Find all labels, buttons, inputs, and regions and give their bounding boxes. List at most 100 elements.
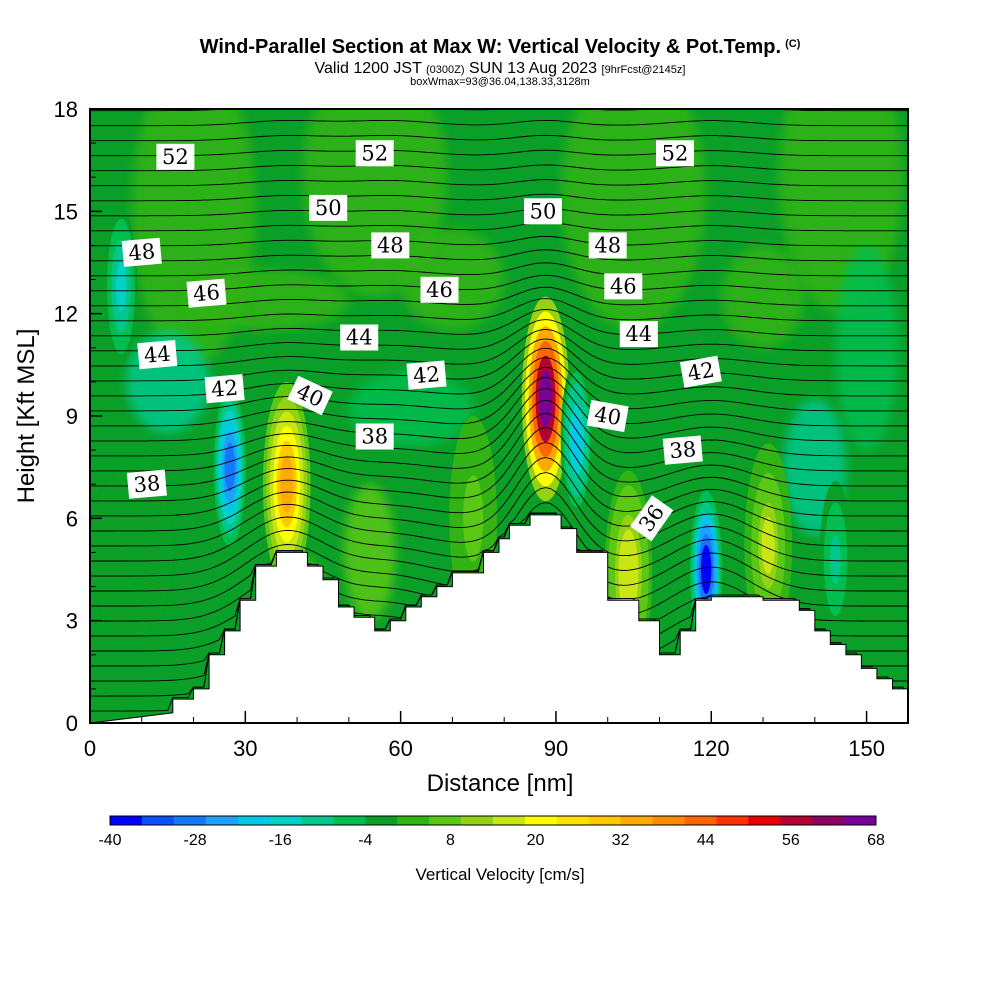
isentrope-label: 44 bbox=[619, 321, 658, 348]
colorbar-swatch bbox=[620, 816, 654, 825]
colorbar-tick-label: 44 bbox=[697, 832, 715, 849]
isentrope-line bbox=[90, 235, 908, 247]
colorbar-tick-label: -28 bbox=[184, 832, 207, 849]
isentrope-line bbox=[90, 308, 908, 337]
isentrope-label: 48 bbox=[371, 232, 410, 259]
isentrope-label-text: 42 bbox=[210, 376, 239, 402]
isentrope-label: 46 bbox=[604, 273, 643, 300]
isentrope-label-text: 52 bbox=[162, 145, 189, 169]
terrain-mask bbox=[89, 514, 909, 724]
isentrope-line bbox=[90, 119, 908, 127]
isentrope-label-box bbox=[355, 140, 394, 167]
isentrope-label-text: 38 bbox=[668, 437, 697, 463]
isentrope-line bbox=[90, 357, 908, 412]
valid-prefix: Valid 1200 JST bbox=[314, 60, 422, 77]
colorbar-swatch bbox=[237, 816, 271, 825]
updraft-core bbox=[466, 489, 480, 547]
y-axis-label: Height [Kft MSL] bbox=[13, 329, 40, 504]
isentrope-line bbox=[90, 457, 908, 532]
field-patch bbox=[835, 245, 898, 451]
isentrope-line bbox=[90, 208, 908, 217]
colorbar-swatch bbox=[652, 816, 685, 825]
isentrope-label-box bbox=[355, 423, 394, 450]
isentrope-label: 48 bbox=[121, 237, 162, 267]
isentrope-label-text: 44 bbox=[625, 322, 652, 346]
isentrope-label-box bbox=[371, 232, 410, 259]
colorbar-frame bbox=[109, 815, 877, 826]
colorbar-swatch bbox=[748, 816, 781, 825]
isentrope-label: 52 bbox=[355, 140, 394, 167]
isentrope-lines bbox=[90, 109, 908, 712]
chart-title: Wind-Parallel Section at Max W: Vertical… bbox=[0, 36, 1000, 59]
isentrope-label: 52 bbox=[656, 140, 694, 167]
colorbar-swatch bbox=[205, 816, 239, 825]
colorbar: -40 -28 -16 -4 8 20 32 44 56 68 bbox=[98, 815, 885, 849]
isentrope-label: 50 bbox=[524, 198, 562, 225]
axes: 0 30 60 90 120 150 0 3 6 9 12 15 18 bbox=[54, 97, 885, 761]
colorbar-tick-label: -4 bbox=[358, 832, 372, 849]
isentrope-label-box bbox=[121, 237, 162, 267]
field-patch bbox=[90, 467, 173, 638]
isentrope-label: 44 bbox=[137, 339, 178, 370]
colorbar-tick-label: 68 bbox=[867, 832, 885, 849]
colorbar-swatch bbox=[333, 816, 366, 825]
isentrope-label-box bbox=[406, 360, 447, 390]
chart-title-text: Wind-Parallel Section at Max W: Vertical… bbox=[199, 36, 782, 58]
colorbar-tick-label: 32 bbox=[612, 832, 630, 849]
isentrope-label-box bbox=[604, 273, 643, 300]
colorbar-swatch bbox=[780, 816, 813, 825]
x-tick-label: 30 bbox=[233, 736, 257, 761]
isentrope-label-text: 40 bbox=[592, 402, 622, 430]
isentrope-label-box bbox=[656, 140, 694, 167]
isentrope-label-box bbox=[309, 194, 348, 221]
x-axis-label: Distance [nm] bbox=[427, 770, 574, 797]
downdraft-core bbox=[224, 442, 236, 492]
isentrope-label-text: 38 bbox=[361, 425, 388, 449]
isentrope-label-text: 46 bbox=[426, 278, 453, 302]
updraft-core bbox=[539, 370, 553, 428]
isentrope-label-text: 42 bbox=[686, 358, 716, 386]
isentrope-label-box bbox=[662, 435, 703, 465]
downdraft-core bbox=[700, 545, 712, 594]
x-tick-label: 150 bbox=[848, 736, 885, 761]
isentrope-line bbox=[90, 487, 908, 562]
isentrope-label-box bbox=[420, 276, 459, 303]
y-tick-label: 3 bbox=[66, 609, 78, 634]
colorbar-tick-label: -40 bbox=[98, 832, 121, 849]
isentrope-line bbox=[90, 376, 908, 442]
isentrope-label: 52 bbox=[156, 143, 195, 170]
x-tick-label: 90 bbox=[544, 736, 568, 761]
colorbar-swatch bbox=[173, 816, 207, 825]
y-tick-label: 12 bbox=[54, 302, 78, 327]
colorbar-swatch bbox=[684, 816, 717, 825]
isentrope-label-text: 48 bbox=[594, 233, 621, 257]
isentrope-label-box bbox=[679, 355, 722, 388]
isentrope-label-text: 52 bbox=[662, 141, 689, 165]
isentrope-label-text: 48 bbox=[377, 233, 404, 257]
isentrope-label: 38 bbox=[126, 469, 167, 499]
isentrope-label-box bbox=[619, 321, 658, 348]
updraft-core bbox=[761, 517, 775, 575]
isentrope-label-box bbox=[137, 339, 178, 370]
x-tick-label: 0 bbox=[84, 736, 96, 761]
isentrope-label-box bbox=[340, 324, 379, 351]
colorbar-swatch bbox=[716, 816, 749, 825]
valid-utc: (0300Z) bbox=[426, 64, 465, 76]
isentrope-label-box bbox=[588, 232, 627, 259]
y-tick-label: 6 bbox=[66, 506, 78, 531]
isentrope-label-box bbox=[126, 469, 167, 499]
colorbar-tick-label: 20 bbox=[527, 832, 545, 849]
isentrope-line bbox=[90, 149, 908, 157]
x-tick-label: 120 bbox=[693, 736, 730, 761]
colorbar-swatch bbox=[812, 816, 845, 825]
isentrope-label-text: 38 bbox=[133, 471, 162, 497]
colorbar-tick-label: -16 bbox=[269, 832, 292, 849]
isentrope-line bbox=[90, 427, 908, 502]
isentrope-label-text: 42 bbox=[412, 362, 441, 388]
colorbar-swatch bbox=[141, 816, 175, 825]
colorbar-swatch bbox=[556, 816, 590, 825]
colorbar-swatch bbox=[110, 816, 143, 825]
colorbar-swatch bbox=[493, 816, 526, 825]
